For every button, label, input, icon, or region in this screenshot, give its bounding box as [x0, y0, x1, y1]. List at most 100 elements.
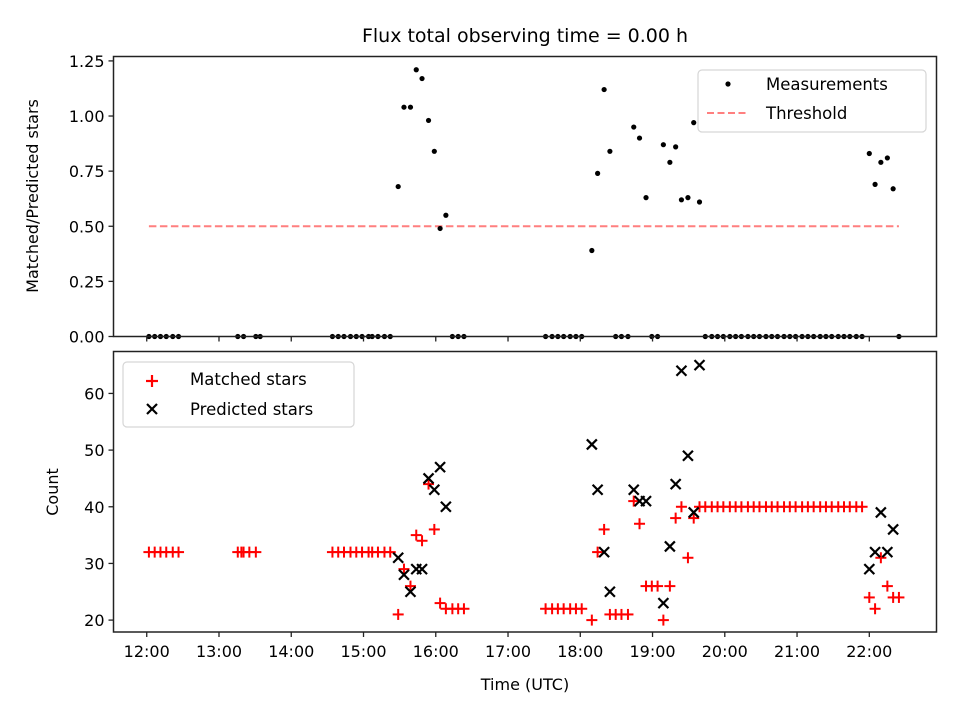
bottom-x-ticks: 12:00 13:00 14:00 15:00 16:00 17:00 18:00 19:00… — [124, 632, 892, 661]
measurement-point — [425, 117, 432, 124]
top-y-tick-label: 0.75 — [69, 162, 105, 181]
chart-title: Flux total observing time = 0.00 h — [362, 25, 688, 47]
matched-star-point — [628, 495, 640, 507]
matched-star-point — [398, 563, 410, 575]
measurement-point — [601, 86, 607, 93]
bottom-x-tick-label: 18:00 — [557, 642, 603, 661]
matched-star-point — [576, 603, 588, 615]
matched-star-point — [856, 501, 868, 513]
bottom-legend: Matched stars Predicted stars — [122, 361, 355, 428]
measurement-point — [437, 225, 443, 232]
bottom-y-tick-label: 30 — [84, 554, 104, 573]
measurement-point — [685, 195, 691, 201]
bottom-y-tick-label: 50 — [84, 441, 104, 460]
matched-star-point — [657, 614, 669, 626]
predicted-star-point — [887, 523, 899, 536]
matched-star-point — [423, 478, 435, 490]
matched-star-point — [875, 552, 887, 564]
legend-label-threshold: Threshold — [765, 104, 847, 123]
measurement-point — [872, 181, 878, 187]
matched-star-point — [586, 614, 598, 626]
matched-star-point — [592, 546, 604, 558]
measurement-point — [696, 199, 703, 205]
bottom-legend-frame — [122, 361, 355, 428]
matched-star-point — [670, 512, 682, 524]
predicted-star-point — [664, 540, 676, 553]
bottom-x-tick-label: 16:00 — [413, 642, 459, 661]
x-axis-label: Time (UTC) — [480, 675, 569, 694]
top-x-ticks — [146, 336, 870, 342]
matched-star-point — [392, 608, 404, 620]
predicted-star-point — [675, 364, 688, 377]
top-legend-frame — [697, 69, 927, 133]
top-y-tick-label: 1.00 — [69, 107, 105, 126]
measurement-point — [401, 104, 407, 110]
predicted-star-point — [881, 546, 894, 558]
matched-star-point — [428, 523, 440, 535]
measurement-point — [431, 148, 437, 154]
bottom-x-tick-label: 21:00 — [774, 642, 820, 661]
measurement-point — [884, 155, 890, 161]
measurement-point — [413, 67, 419, 73]
matched-star-point — [410, 529, 422, 541]
predicted-star-point — [586, 438, 598, 451]
matched-star-point — [682, 552, 694, 564]
measurement-point — [643, 195, 649, 201]
predicted-star-point — [682, 449, 694, 462]
bottom-x-tick-label: 12:00 — [124, 642, 170, 661]
legend-plus-icon — [146, 375, 158, 387]
measurement-point — [878, 159, 884, 165]
measurement-point — [636, 135, 643, 141]
bottom-x-tick-label: 14:00 — [268, 642, 314, 661]
top-plot-marks — [146, 67, 902, 340]
top-legend: Measurements Threshold — [697, 69, 927, 133]
bottom-axes: 20 30 40 50 60 12:00 13:00 14:00 15:00 16:00 17:0… — [43, 350, 938, 694]
matched-star-point — [675, 501, 687, 513]
bottom-x-tick-label: 19:00 — [629, 642, 675, 661]
bottom-axes-frame — [112, 350, 938, 633]
top-y-tick-label: 1.25 — [69, 52, 105, 71]
bottom-y-tick-label: 40 — [84, 498, 104, 517]
matched-star-point — [404, 580, 416, 592]
predicted-star-point — [591, 483, 604, 496]
measurement-point — [407, 104, 414, 110]
bottom-x-tick-label: 20:00 — [702, 642, 748, 661]
matched-star-point — [652, 580, 664, 592]
top-y-ticks: 0.00 0.25 0.50 0.75 1.00 1.25 — [69, 52, 114, 347]
predicted-star-point — [434, 461, 446, 473]
predicted-star-point — [693, 359, 706, 371]
predicted-star-point — [640, 495, 652, 507]
measurement-point — [395, 183, 401, 190]
matched-star-point — [893, 591, 905, 603]
top-y-tick-label: 0.00 — [69, 328, 105, 347]
predicted-star-point — [404, 585, 417, 598]
measurement-point — [691, 120, 697, 126]
matched-star-point — [688, 512, 700, 524]
bottom-plot-marks — [143, 359, 905, 626]
measurement-point — [631, 124, 637, 130]
predicted-star-point — [875, 506, 887, 519]
legend-label-matched: Matched stars — [190, 370, 307, 389]
matched-star-point — [869, 603, 881, 615]
matched-star-point — [416, 535, 428, 547]
matched-star-point — [881, 580, 893, 592]
predicted-star-point — [669, 478, 682, 490]
measurement-point — [595, 170, 601, 176]
matched-star-point — [250, 546, 262, 558]
predicted-star-point — [657, 597, 670, 609]
predicted-star-point — [687, 506, 700, 519]
top-y-axis-label: Matched/Predicted stars — [23, 99, 42, 293]
measurement-point — [866, 150, 872, 157]
measurement-point — [607, 148, 613, 154]
predicted-star-point — [598, 546, 610, 558]
predicted-star-point — [863, 563, 876, 575]
predicted-star-point — [416, 563, 428, 575]
top-axes: 0.00 0.25 0.50 0.75 1.00 1.25 Matched/Predict… — [23, 52, 938, 347]
top-y-tick-label: 0.25 — [69, 272, 105, 291]
predicted-star-point — [428, 483, 441, 496]
measurement-point — [667, 159, 673, 165]
top-y-tick-label: 0.50 — [69, 217, 105, 236]
measurement-point — [673, 144, 679, 150]
predicted-star-point — [869, 546, 881, 558]
